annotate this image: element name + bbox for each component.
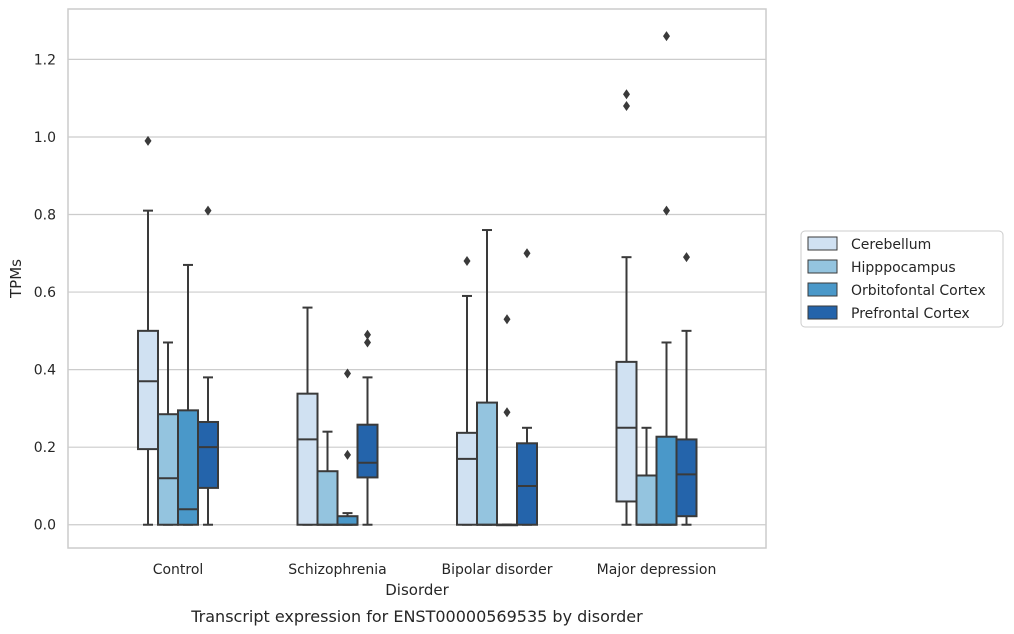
box-2-3: [476, 229, 498, 526]
box-1-1: [137, 135, 159, 526]
outlier-point: [663, 205, 670, 216]
outlier-point: [623, 100, 630, 111]
box-body: [615, 360, 638, 503]
x-tick-label: Major depression: [597, 562, 717, 578]
outlier-point: [503, 407, 511, 418]
outlier-point: [503, 314, 511, 325]
outlier-point: [623, 89, 630, 100]
box-1-3: [456, 256, 478, 526]
outlier-point: [663, 31, 670, 42]
legend-swatch: [807, 236, 838, 251]
legend-swatch: [807, 305, 838, 320]
legend-swatch: [807, 282, 838, 297]
y-tick-label: 1.2: [34, 52, 56, 68]
outlier-point: [344, 449, 351, 460]
x-tick-label: Bipolar disorder: [441, 562, 552, 578]
box-1-4: [615, 89, 638, 526]
x-tick-label: Control: [153, 562, 204, 578]
box-body: [456, 431, 478, 526]
x-axis-ticks: Control Schizophrenia Bipolar disorder Majo…: [153, 562, 717, 578]
box-1-2: [296, 306, 319, 526]
box-body: [197, 420, 219, 489]
box-body: [356, 423, 379, 479]
outlier-point: [144, 135, 152, 146]
box-body: [296, 392, 319, 526]
outlier-point: [204, 205, 212, 216]
outlier-point: [463, 256, 471, 267]
box-3-3: [496, 314, 518, 527]
outlier-point: [364, 329, 371, 340]
box-body: [157, 413, 179, 526]
outlier-point: [523, 248, 531, 259]
outlier-point: [344, 368, 351, 379]
legend-label: Prefrontal Cortex: [851, 306, 970, 322]
y-axis-label: TPMs: [7, 259, 25, 299]
box-plot-area: [137, 31, 698, 527]
chart-caption: Transcript expression for ENST0000056953…: [190, 607, 643, 626]
x-tick-label: Schizophrenia: [288, 562, 386, 578]
outlier-point: [364, 337, 371, 348]
y-tick-label: 0.2: [34, 440, 56, 456]
box-2-1: [157, 341, 179, 526]
box-body: [655, 435, 678, 526]
legend-frame: [800, 230, 1004, 328]
y-axis-ticks: 0.0 0.2 0.4 0.6 0.8 1.0 1.2: [34, 52, 56, 533]
box-4-3: [516, 248, 538, 526]
legend-swatch: [807, 259, 838, 274]
legend-label: Cerebellum: [851, 237, 931, 253]
plot-frame: [67, 8, 767, 549]
y-tick-label: 1.0: [34, 130, 56, 146]
y-tick-label: 0.4: [34, 363, 56, 379]
box-body: [336, 515, 359, 526]
box-body: [476, 401, 498, 526]
y-tick-label: 0.8: [34, 208, 56, 224]
x-axis-label: Disorder: [385, 581, 449, 599]
box-3-1: [177, 263, 199, 526]
legend: Cerebellum Hipppocampus Orbitofontal Corte…: [800, 230, 1004, 328]
box-body: [137, 329, 159, 451]
box-body: [635, 474, 658, 526]
box-body: [516, 442, 538, 526]
outlier-point: [683, 252, 690, 263]
box-3-2: [336, 368, 359, 526]
box-2-2: [316, 430, 339, 526]
y-tick-label: 0.6: [34, 285, 56, 301]
box-2-4: [635, 426, 658, 526]
box-body: [675, 438, 698, 518]
legend-label: Orbitofontal Cortex: [851, 283, 986, 299]
legend-label: Hipppocampus: [851, 260, 956, 276]
box-body: [316, 470, 339, 526]
y-tick-label: 0.0: [34, 518, 56, 534]
box-3-4: [655, 31, 678, 526]
box-4-2: [356, 329, 379, 526]
box-body: [177, 409, 199, 526]
box-4-4: [675, 252, 698, 526]
box-4-1: [197, 205, 219, 526]
